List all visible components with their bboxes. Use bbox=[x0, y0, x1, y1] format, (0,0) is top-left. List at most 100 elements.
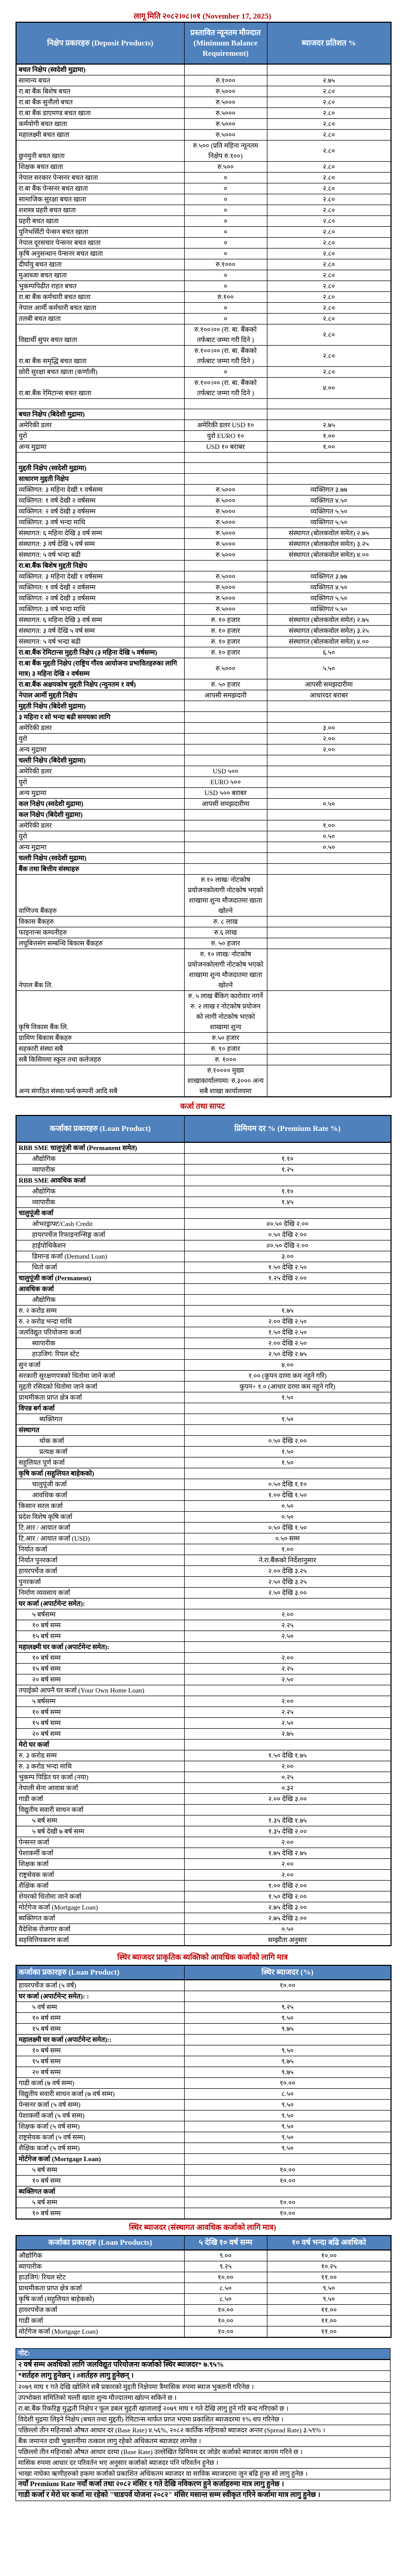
rate-value: २.८० bbox=[266, 324, 392, 346]
table-row: रु. २ करोड सम्म १.७५ bbox=[16, 1305, 392, 1316]
section-heading-row: साधारण मुद्दती निक्षेप bbox=[16, 473, 392, 485]
section-heading-row: बचत निक्षेप (स्वदेशी मुद्रामा) bbox=[16, 64, 392, 75]
table-row: अन्य मुद्रामा ०.५० bbox=[16, 842, 392, 853]
product-name: रु. ३ करोड भन्दा माथि bbox=[16, 1761, 185, 1772]
rate-value: व्यक्तिगत ५.५० bbox=[266, 506, 392, 517]
product-name: चल्ती निक्षेप (स्वदेशी मुद्रामा) bbox=[16, 852, 185, 864]
minimum-balance: रु. १० हजार bbox=[184, 647, 267, 658]
table-row: नेपाल दूरसचार पेन्सनर बचत खाता ० २.८० bbox=[16, 237, 392, 249]
product-name: १० बर्ष सम्म bbox=[16, 2175, 185, 2186]
minimum-balance: रु. ५० हजार bbox=[184, 938, 267, 949]
rate-value bbox=[184, 1468, 392, 1479]
table-row: रा.बा.बैंक रेमिटान्स बचत खाता रु.१००।०० (… bbox=[16, 377, 392, 399]
table-row: रा.बा बैंक समृद्धि बचत खाता रु.१००।०० (रा… bbox=[16, 345, 392, 367]
rate-value: १.३५ देखि १.७५ bbox=[184, 1815, 392, 1826]
table-row: टि.आर / आयात कर्जा ०.५० देखि १.५० bbox=[16, 1522, 392, 1533]
note-text: २ वर्ष सम्म अवधिको लागि जलविद्युत परियोज… bbox=[16, 2359, 391, 2371]
minimum-balance: ० bbox=[184, 226, 267, 238]
rate-value: २.८० bbox=[266, 302, 392, 314]
table-row: कर्मयोगी बचत खाता रु.५००० २.८० bbox=[16, 118, 392, 130]
rate-value: #०.५० देखि २.०० bbox=[184, 1240, 392, 1251]
table-row: अन्य संगठित संस्था/फर्म/कम्पनी आदि सबै रु… bbox=[16, 1065, 392, 1097]
minimum-balance bbox=[184, 863, 267, 875]
minimum-balance: रु.१००।०० (रा. बा. बैंकको तर्फबाट जम्मा … bbox=[184, 324, 267, 346]
minimum-balance: रु.५००० bbox=[184, 571, 267, 582]
minimum-balance: EURO ५०० bbox=[184, 777, 267, 788]
table-row: शिक्षक कर्जा २.०० bbox=[16, 1858, 392, 1870]
table-row: किसान सरल कर्जा ०.५० bbox=[16, 1500, 392, 1512]
rate-value: १०.०० bbox=[184, 2175, 392, 2186]
rate-value: २.८० bbox=[266, 237, 392, 249]
rate-value: कुपन+ १.० (आधार दरमा कम नहुने गरि) bbox=[184, 1381, 392, 1392]
product-name: संस्थागत bbox=[16, 1424, 185, 1436]
table-row: थोक कर्जा ०.५० देखि २.०० bbox=[16, 1435, 392, 1447]
product-name: युनिभर्सिटी पेन्सन बचत खाता bbox=[16, 226, 185, 238]
product-name: सरकारी सुरक्षणपत्रको धितोमा जाने कर्जा bbox=[16, 1370, 185, 1382]
rate-value bbox=[184, 1991, 392, 2002]
product-name: कर्मयोगी बचत खाता bbox=[16, 118, 185, 130]
product-name: कल निक्षेप (स्वदेशी मुद्रामा) bbox=[16, 798, 185, 810]
product-name: १० बर्ष सम्म bbox=[16, 2012, 185, 2024]
rate-value bbox=[266, 809, 392, 820]
minimum-balance: रु.५००० bbox=[184, 484, 267, 495]
rate-value: ०.५० सम्म bbox=[184, 1533, 392, 1544]
rate-value: २.०० bbox=[184, 1858, 392, 1870]
col-over-10-years: १० वर्ष भन्दा बढि अवधिको bbox=[266, 2235, 392, 2251]
product-name: हाउजिगं/ रियल स्टेट bbox=[16, 1348, 185, 1360]
rate-value bbox=[266, 711, 392, 723]
table-row: निर्यात कर्जा १.०० bbox=[16, 1544, 392, 1555]
table-row: २० बर्ष सम्म २.७५ bbox=[16, 1728, 392, 1740]
rate-value: संस्थागत (बोलकवोल समेत) ४.०० bbox=[266, 636, 392, 647]
section-heading-row: रा.बा.बैंक बिशेष मुद्दती निक्षेप bbox=[16, 560, 392, 571]
section-heading-row: कल निक्षेप (बिदेशी मुद्रामा) bbox=[16, 809, 392, 820]
product-name: सामाजिक सुरक्षा बचत खाता bbox=[16, 194, 185, 205]
minimum-balance: रु. १० हजार bbox=[184, 625, 267, 637]
minimum-balance: ० bbox=[184, 366, 267, 378]
rate-value: १०.०० bbox=[184, 1979, 392, 1991]
table-row: २० बर्ष सम्म २.५० bbox=[16, 1674, 392, 1685]
table-row: प्रहरी बचत खाता ० २.८० bbox=[16, 215, 392, 227]
rate-value: ९.५० bbox=[266, 2283, 392, 2294]
table-row: औद्योगिक ९.०० १०.०० bbox=[16, 2249, 392, 2261]
rate-value: १.३५ देखि २.०० bbox=[184, 1826, 392, 1837]
minimum-balance: ० bbox=[184, 281, 267, 292]
notes-header: नोट: bbox=[16, 2348, 391, 2360]
note-text: पछिल्लो तीन महिनाको औषत आधार दर (Base Ra… bbox=[16, 2425, 391, 2436]
minimum-balance: रु.१००० bbox=[184, 75, 267, 86]
minimum-balance: रु.१० लाख/ नोटकोष प्रयोजनकोलागी नोटकोष भ… bbox=[184, 874, 267, 917]
product-name: रा.बा बैंक समृद्धि बचत खाता bbox=[16, 345, 185, 367]
rate-value bbox=[266, 916, 392, 927]
rate-value: १.२५ bbox=[184, 1164, 392, 1175]
table-row: २० बर्ष सम्म ९.७५ bbox=[16, 2067, 392, 2078]
section-heading-row: चालुपूंजी कर्जा (Permanent) १.२५ देखि २.०… bbox=[16, 1273, 392, 1284]
table-row: रु. ३ करोड सम्म १.५० देखि १.७५ bbox=[16, 1750, 392, 1761]
product-name: लघुबित्तसंग सम्बन्धि बिकास बैंकहरु bbox=[16, 938, 185, 949]
table-row: १० बर्ष सम्म २.२५ bbox=[16, 1706, 392, 1718]
section-heading-row: ब्यक्तिगत कर्जा bbox=[16, 2186, 392, 2197]
table-row: हायरपर्चेज कर्जा १०.०० ११.०० bbox=[16, 2304, 392, 2316]
table-row: लघुबित्तसंग सम्बन्धि बिकास बैंकहरु रु. ५०… bbox=[16, 938, 392, 949]
table-row: रु. ३ करोड भन्दा माथि २.०० bbox=[16, 1761, 392, 1772]
rate-value bbox=[266, 787, 392, 799]
table-row: वाणिज्य बैंकहरु रु.१० लाख/ नोटकोष प्रयोजन… bbox=[16, 874, 392, 917]
product-name: चालुपूंजी कर्जा (Permanent) bbox=[16, 1273, 185, 1284]
table-row: अमेरिकी डलर अमेरिकी डलर USD १० २.७५ bbox=[16, 420, 392, 431]
rate-value: १०.०० bbox=[184, 2164, 392, 2176]
table-row: सहवित्तियकरण कर्जा सम्झौता अनुसार bbox=[16, 1934, 392, 1946]
product-name: बचत निक्षेप (स्वदेशी मुद्रामा) bbox=[16, 64, 185, 75]
section-heading-row: मुद्दती निक्षेप (बिदेशी मुद्रामा) bbox=[16, 701, 392, 712]
minimum-balance: रु.५००० bbox=[184, 107, 267, 119]
table-row bbox=[16, 398, 392, 409]
product-name: प्रहरी बचत खाता bbox=[16, 215, 185, 227]
note-text: भाखा नाघेका ऋणीहरुको हकमा कर्जाको प्रकाश… bbox=[16, 2468, 391, 2479]
product-name: १० बर्ष सम्म bbox=[16, 1652, 185, 1664]
product-name: मुद्दती रसिदको धितोमा जाने कर्जा bbox=[16, 1381, 185, 1392]
product-name: अन्य मुद्रामा bbox=[16, 441, 185, 453]
product-name: तलबी बचत खाता bbox=[16, 313, 185, 324]
table-row: शिक्षक कर्जा (५ वर्ष सम्म) ९.५० bbox=[16, 2121, 392, 2132]
section-heading-row: रा.बा.बैंक रेमिटान्स मुद्दती निक्षेप (३ … bbox=[16, 647, 392, 658]
table-row: शेयरको धितोमा जाने कर्जा १.५० देखि २.०० bbox=[16, 1891, 392, 1902]
rate-value: १.२५ देखि २.०० bbox=[184, 1273, 392, 1284]
minimum-balance: रु. १० हजार bbox=[184, 614, 267, 626]
product-name: संस्थागत: ६ महिना देखि ३ वर्ष सम्म bbox=[16, 614, 185, 626]
